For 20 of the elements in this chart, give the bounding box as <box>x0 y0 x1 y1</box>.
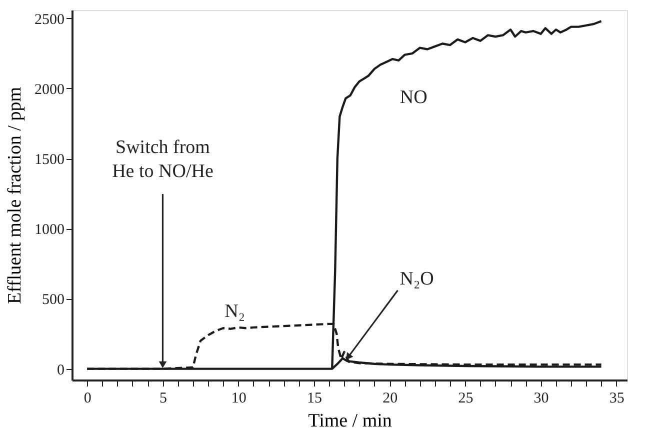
x-axis-title: Time / min <box>308 410 392 432</box>
x-tick-label: 0 <box>84 390 92 406</box>
annotation: N₂ <box>224 300 245 322</box>
x-tick-label: 10 <box>231 390 246 406</box>
annotation: N₂O <box>400 268 434 290</box>
annotation: Switch from He to NO/He <box>112 137 214 182</box>
y-tick-label: 1500 <box>34 152 64 168</box>
y-tick-label: 500 <box>42 292 64 308</box>
annotation: NO <box>400 87 428 108</box>
y-axis-title: Effluent mole fraction / ppm <box>4 86 26 304</box>
y-tick-label: 0 <box>57 362 64 378</box>
x-tick-label: 25 <box>458 390 474 406</box>
x-tick-label: 5 <box>159 390 167 406</box>
y-tick-label: 2500 <box>34 12 64 28</box>
x-tick-label: 30 <box>534 390 549 406</box>
x-tick-label: 20 <box>382 390 398 406</box>
x-tick-label: 35 <box>609 390 624 406</box>
x-tick-label: 15 <box>306 390 322 406</box>
y-tick-label: 1000 <box>34 222 64 238</box>
y-tick-label: 2000 <box>34 82 64 98</box>
